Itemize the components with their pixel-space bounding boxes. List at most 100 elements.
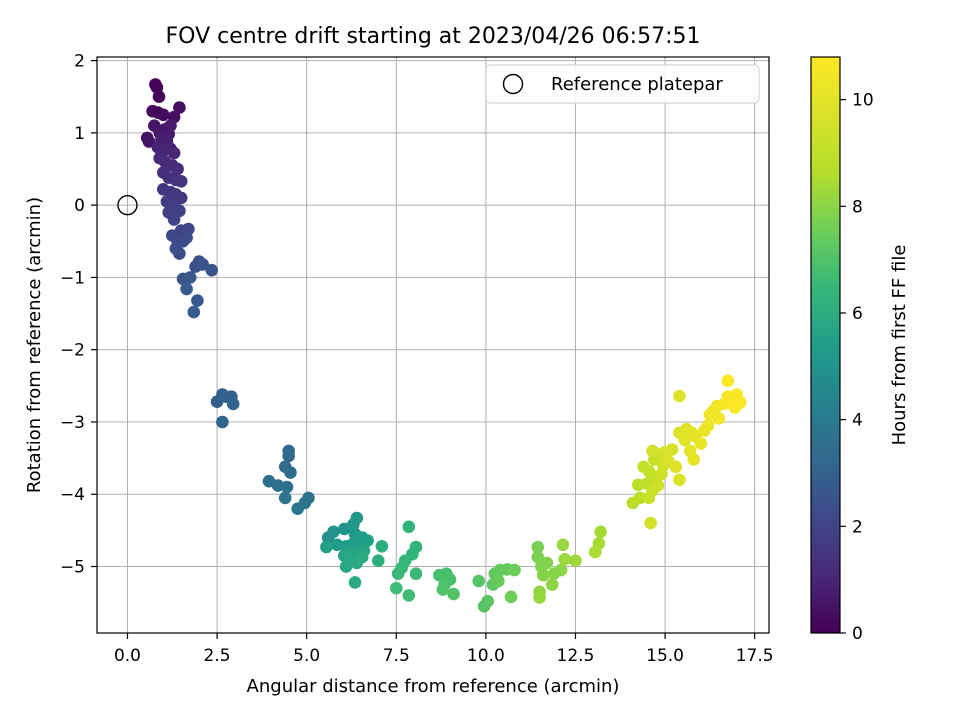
data-point [152,90,166,103]
colorbar-tick-label: 10 [852,91,874,111]
data-point [701,419,715,432]
data-point [402,520,416,534]
y-tick-label: −2 [60,341,85,361]
data-point [167,146,181,160]
data-point [164,119,177,132]
data-point [545,578,559,591]
reference-marker [117,194,138,216]
y-tick-label: −4 [60,485,85,505]
data-point [540,556,554,570]
data-point [665,443,679,456]
colorbar-tick-label: 2 [852,517,863,537]
legend-circle-icon [502,73,524,95]
data-point [282,449,296,463]
data-point [533,591,546,604]
data-point [588,545,602,559]
data-point [187,305,201,319]
x-axis-label: Angular distance from reference (arcmin) [247,676,620,697]
data-point [447,587,460,601]
colorbar-ticks: 0 2 4 6 8 10 [840,91,874,644]
data-point [173,101,186,114]
data-point [504,590,518,604]
legend-box [485,64,760,104]
data-point [721,374,735,388]
x-tick-label: 0.0 [114,646,141,666]
data-point [712,412,726,425]
colorbar-tick-label: 0 [852,624,863,644]
chart-title: FOV centre drift starting at 2023/04/26 … [166,24,701,49]
colorbar-gradient [810,56,841,634]
data-point [157,108,170,122]
data-point [633,491,647,505]
data-point [173,247,186,260]
x-tick-label: 15.0 [646,646,684,666]
data-point [390,581,403,595]
data-point [554,563,568,577]
data-point [492,574,505,588]
data-point [556,538,570,552]
data-point [167,213,181,226]
data-point [594,525,607,539]
data-point [191,294,204,307]
data-point [642,491,656,505]
y-tick-label: 2 [74,52,85,72]
data-point [436,583,450,596]
data-point [569,554,582,567]
legend-label: Reference platepar [551,74,723,95]
y-axis-ticks: −5 −4 −3 −2 −1 0 1 2 [60,52,97,578]
x-tick-label: 7.5 [383,646,410,666]
data-point [361,534,374,547]
y-tick-label: 1 [74,124,85,144]
data-point [409,567,423,580]
scatter-points [140,78,747,613]
data-point [508,563,521,577]
colorbar-tick-label: 4 [852,411,863,431]
data-point [291,502,305,515]
data-point [558,553,571,566]
data-point [646,444,659,458]
y-tick-label: −1 [60,268,85,288]
grid [97,57,769,633]
data-point [284,466,297,479]
data-point [481,594,495,608]
data-point [642,464,656,478]
data-point [174,191,188,205]
colorbar: 0 2 4 6 8 10 Hours from first FF file [810,56,910,644]
plot-frame [96,56,770,634]
data-point [687,453,700,466]
data-point [536,568,550,582]
data-point [171,162,184,176]
x-tick-label: 17.5 [736,646,774,666]
reference-platepar-point [117,194,138,216]
data-point [327,525,340,539]
legend: Reference platepar [485,64,760,104]
y-tick-label: −3 [60,413,85,433]
data-point [734,396,747,409]
data-point [196,258,209,271]
colorbar-tick-label: 6 [852,304,863,324]
data-point [402,589,416,602]
data-point [278,491,292,505]
data-point [669,460,683,474]
y-axis-label: Rotation from reference (arcmin) [24,197,45,493]
x-tick-label: 2.5 [204,646,231,666]
data-point [174,175,188,188]
data-point [375,540,389,553]
data-point [216,415,229,429]
data-point [673,473,686,487]
data-point [472,574,486,588]
data-point [644,516,657,530]
data-point [205,263,218,277]
y-tick-label: 0 [74,196,85,216]
data-point [673,389,686,403]
data-point [226,397,240,411]
data-point [183,271,197,284]
data-point [355,550,369,564]
data-point [350,511,364,525]
data-point [348,576,362,589]
x-axis-ticks: 0.0 2.5 5.0 7.5 10.0 12.5 15.0 17.5 [114,633,774,666]
data-point [531,540,545,554]
data-point [180,231,193,244]
colorbar-label: Hours from first FF file [889,245,910,446]
